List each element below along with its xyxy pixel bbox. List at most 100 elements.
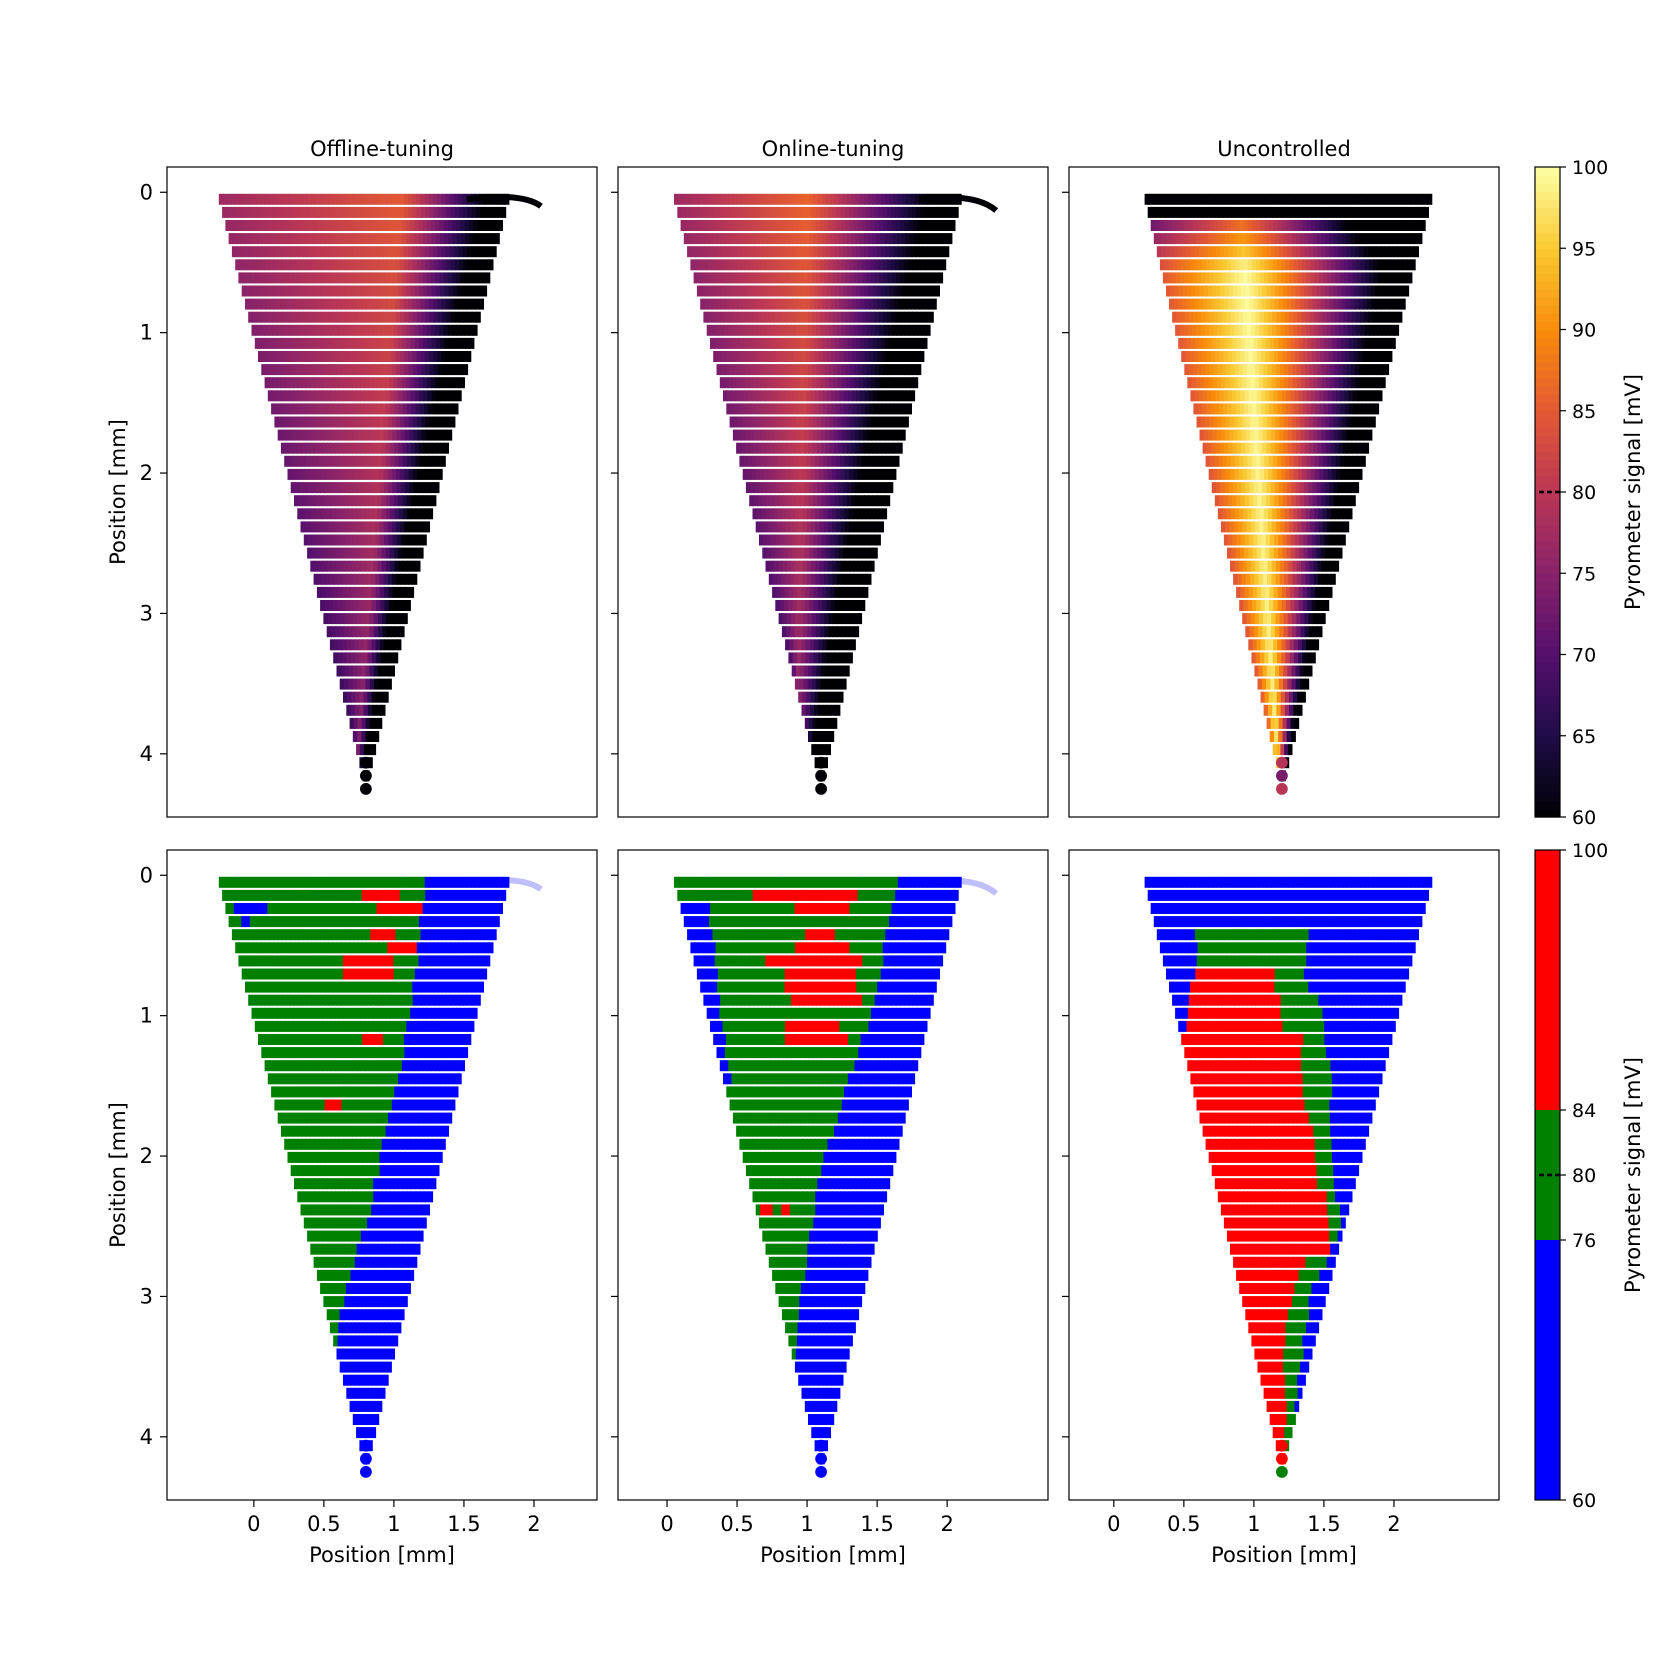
point-row-segment (464, 324, 470, 336)
point-row-segment (416, 521, 422, 533)
point-row-segment (1202, 390, 1208, 402)
point-row-segment (275, 233, 280, 245)
point-row-segment (762, 416, 768, 428)
point-row-segment (341, 351, 347, 362)
point-row-segment (850, 416, 855, 428)
point-row-segment (1215, 246, 1221, 258)
point-row-segment (1229, 521, 1235, 533)
point-row-segment (770, 364, 776, 376)
point-row-segment (367, 573, 372, 585)
point-row-segment (1220, 246, 1225, 258)
point-row-segment (408, 416, 414, 428)
point-row-segment (421, 468, 426, 480)
point-row-segment (1274, 285, 1280, 297)
point-row-segment (1276, 272, 1282, 284)
point-row-segment (288, 220, 294, 231)
point-row-segment (808, 377, 813, 389)
point-row-segment (683, 233, 689, 245)
point-row-segment (709, 285, 715, 297)
point-row-segment (414, 903, 420, 914)
point-row-segment (338, 220, 344, 231)
point-row-segment (788, 600, 793, 611)
point-row-segment (386, 876, 392, 888)
point-row-segment (365, 678, 371, 690)
point-row-segment (313, 272, 319, 284)
point-row-segment (1299, 534, 1304, 546)
point-row-segment (761, 442, 767, 454)
point-row-segment (853, 560, 858, 572)
point-row-segment (1259, 652, 1265, 664)
point-row-segment (1205, 455, 1211, 467)
point-row-segment (307, 429, 313, 441)
point-row-segment (841, 324, 847, 336)
point-row-segment (381, 403, 387, 415)
point-row-segment (770, 547, 776, 559)
point-row-segment (344, 495, 349, 507)
point-row-segment (1231, 206, 1237, 218)
point-row-segment (1297, 311, 1303, 323)
point-row-segment (790, 220, 796, 231)
point-row-segment (1305, 364, 1310, 376)
point-row-segment (327, 377, 332, 389)
point-row-segment (855, 442, 861, 454)
point-row-segment (796, 246, 802, 258)
point-row-segment (269, 876, 274, 888)
point-row-segment (1405, 233, 1410, 245)
point-row-segment (387, 889, 392, 901)
point-row-segment (861, 455, 866, 467)
point-row-segment (1308, 442, 1314, 454)
point-row-segment (1304, 246, 1310, 258)
point-row-segment (727, 272, 733, 284)
point-row-segment (1208, 377, 1214, 389)
point-row-segment (347, 403, 353, 415)
point-row-segment (1248, 351, 1254, 362)
point-row-segment (794, 626, 800, 638)
point-row-segment (369, 665, 375, 677)
point-row-segment (291, 351, 297, 362)
point-row-segment (430, 429, 436, 441)
point-row-segment (405, 586, 410, 598)
point-row-segment (780, 337, 786, 349)
point-row-segment (831, 351, 836, 362)
point-row-segment (788, 298, 794, 310)
point-row-segment (755, 521, 761, 533)
point-row-segment (1330, 508, 1336, 520)
point-row-segment (743, 455, 749, 467)
point-row-segment (459, 259, 464, 271)
point (1276, 756, 1288, 769)
point-row-segment (1269, 351, 1275, 362)
point-row-segment (1338, 429, 1343, 441)
point-row-segment (1186, 337, 1192, 349)
point-row-segment (785, 403, 790, 415)
point-row-segment (265, 364, 271, 376)
point-row-segment (816, 429, 822, 441)
point-row-segment (339, 626, 345, 638)
point-row-segment (408, 468, 414, 480)
point-row-segment (875, 416, 880, 428)
point-row-segment (369, 678, 375, 690)
point-row-segment (356, 744, 361, 756)
point-row-segment (244, 246, 250, 258)
point-row-segment (869, 351, 874, 362)
point-row-segment (1195, 377, 1201, 389)
point-row-segment (868, 233, 873, 245)
point-row-segment (318, 272, 323, 284)
point-row-segment (704, 298, 710, 310)
point-row-segment (419, 455, 425, 467)
point-row-segment (357, 298, 363, 310)
point-row-segment (374, 259, 380, 271)
point-row-segment (338, 639, 344, 651)
point-row-segment (1314, 324, 1319, 336)
point-row-segment (467, 259, 473, 271)
point-row-segment (1365, 206, 1371, 218)
point-row-segment (1306, 521, 1311, 533)
point-row-segment (410, 220, 415, 231)
point-row-segment (734, 233, 739, 245)
point-row-segment (834, 285, 840, 297)
point-row-segment (1327, 390, 1333, 402)
point-row-segment (799, 324, 805, 336)
point-row-segment (415, 455, 421, 467)
point-row-segment (708, 246, 713, 258)
point-row-segment (1229, 233, 1234, 245)
point-row-segment (895, 259, 901, 271)
